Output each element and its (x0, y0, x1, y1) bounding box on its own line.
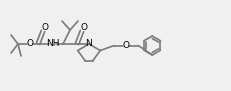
Text: O: O (42, 22, 49, 31)
Text: N: N (86, 38, 92, 48)
Text: O: O (80, 22, 88, 31)
Text: O: O (123, 41, 130, 50)
Text: O: O (27, 39, 33, 49)
Text: NH: NH (46, 39, 60, 49)
